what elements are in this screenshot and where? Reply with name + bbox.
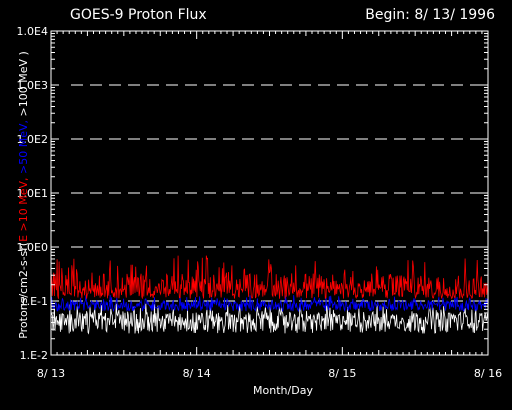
y-axis-label-part-0: Protons/cm2-s-sr(	[17, 242, 30, 339]
axis-ticks	[50, 30, 489, 356]
chart-title: GOES-9 Proton Flux	[70, 7, 207, 23]
y-tick-label-0: 1.E-2	[20, 349, 48, 362]
y-tick-label-4: 1.0E2	[17, 133, 48, 146]
series-line-50-mev	[50, 294, 489, 313]
x-tick-label-1: 8/ 14	[183, 367, 211, 380]
grid-lines	[71, 84, 488, 302]
y-axis-label-part-1: E >10 MeV,	[17, 174, 30, 242]
begin-date-label: Begin: 8/ 13/ 1996	[365, 7, 495, 23]
y-axis-label-part-3: >100 MeV )	[17, 51, 30, 116]
data-series	[50, 255, 489, 335]
y-axis-label-part-2: >50 MeV,	[17, 116, 30, 174]
x-axis-label: Month/Day	[253, 384, 313, 397]
y-axis-label: Protons/cm2-s-sr(E >10 MeV, >50 MeV, >10…	[17, 51, 30, 339]
y-tick-label-2: 1.0E0	[17, 241, 48, 254]
y-tick-label-5: 1.0E3	[17, 79, 48, 92]
y-tick-label-1: 1.E-1	[20, 295, 48, 308]
axis-tick-labels: 1.E-2 1.E-1 1.0E0 1.0E1 1.0E2 1.0E3 1.0E4 8/ 13…	[17, 25, 503, 380]
series-line-100-mev	[50, 303, 489, 335]
x-tick-label-3: 8/ 16	[474, 367, 502, 380]
x-tick-label-2: 8/ 15	[328, 367, 356, 380]
x-tick-label-0: 8/ 13	[37, 367, 65, 380]
y-tick-label-3: 1.0E1	[17, 187, 48, 200]
y-tick-label-6: 1.0E4	[17, 25, 48, 38]
series-line-10-mev	[50, 255, 489, 300]
